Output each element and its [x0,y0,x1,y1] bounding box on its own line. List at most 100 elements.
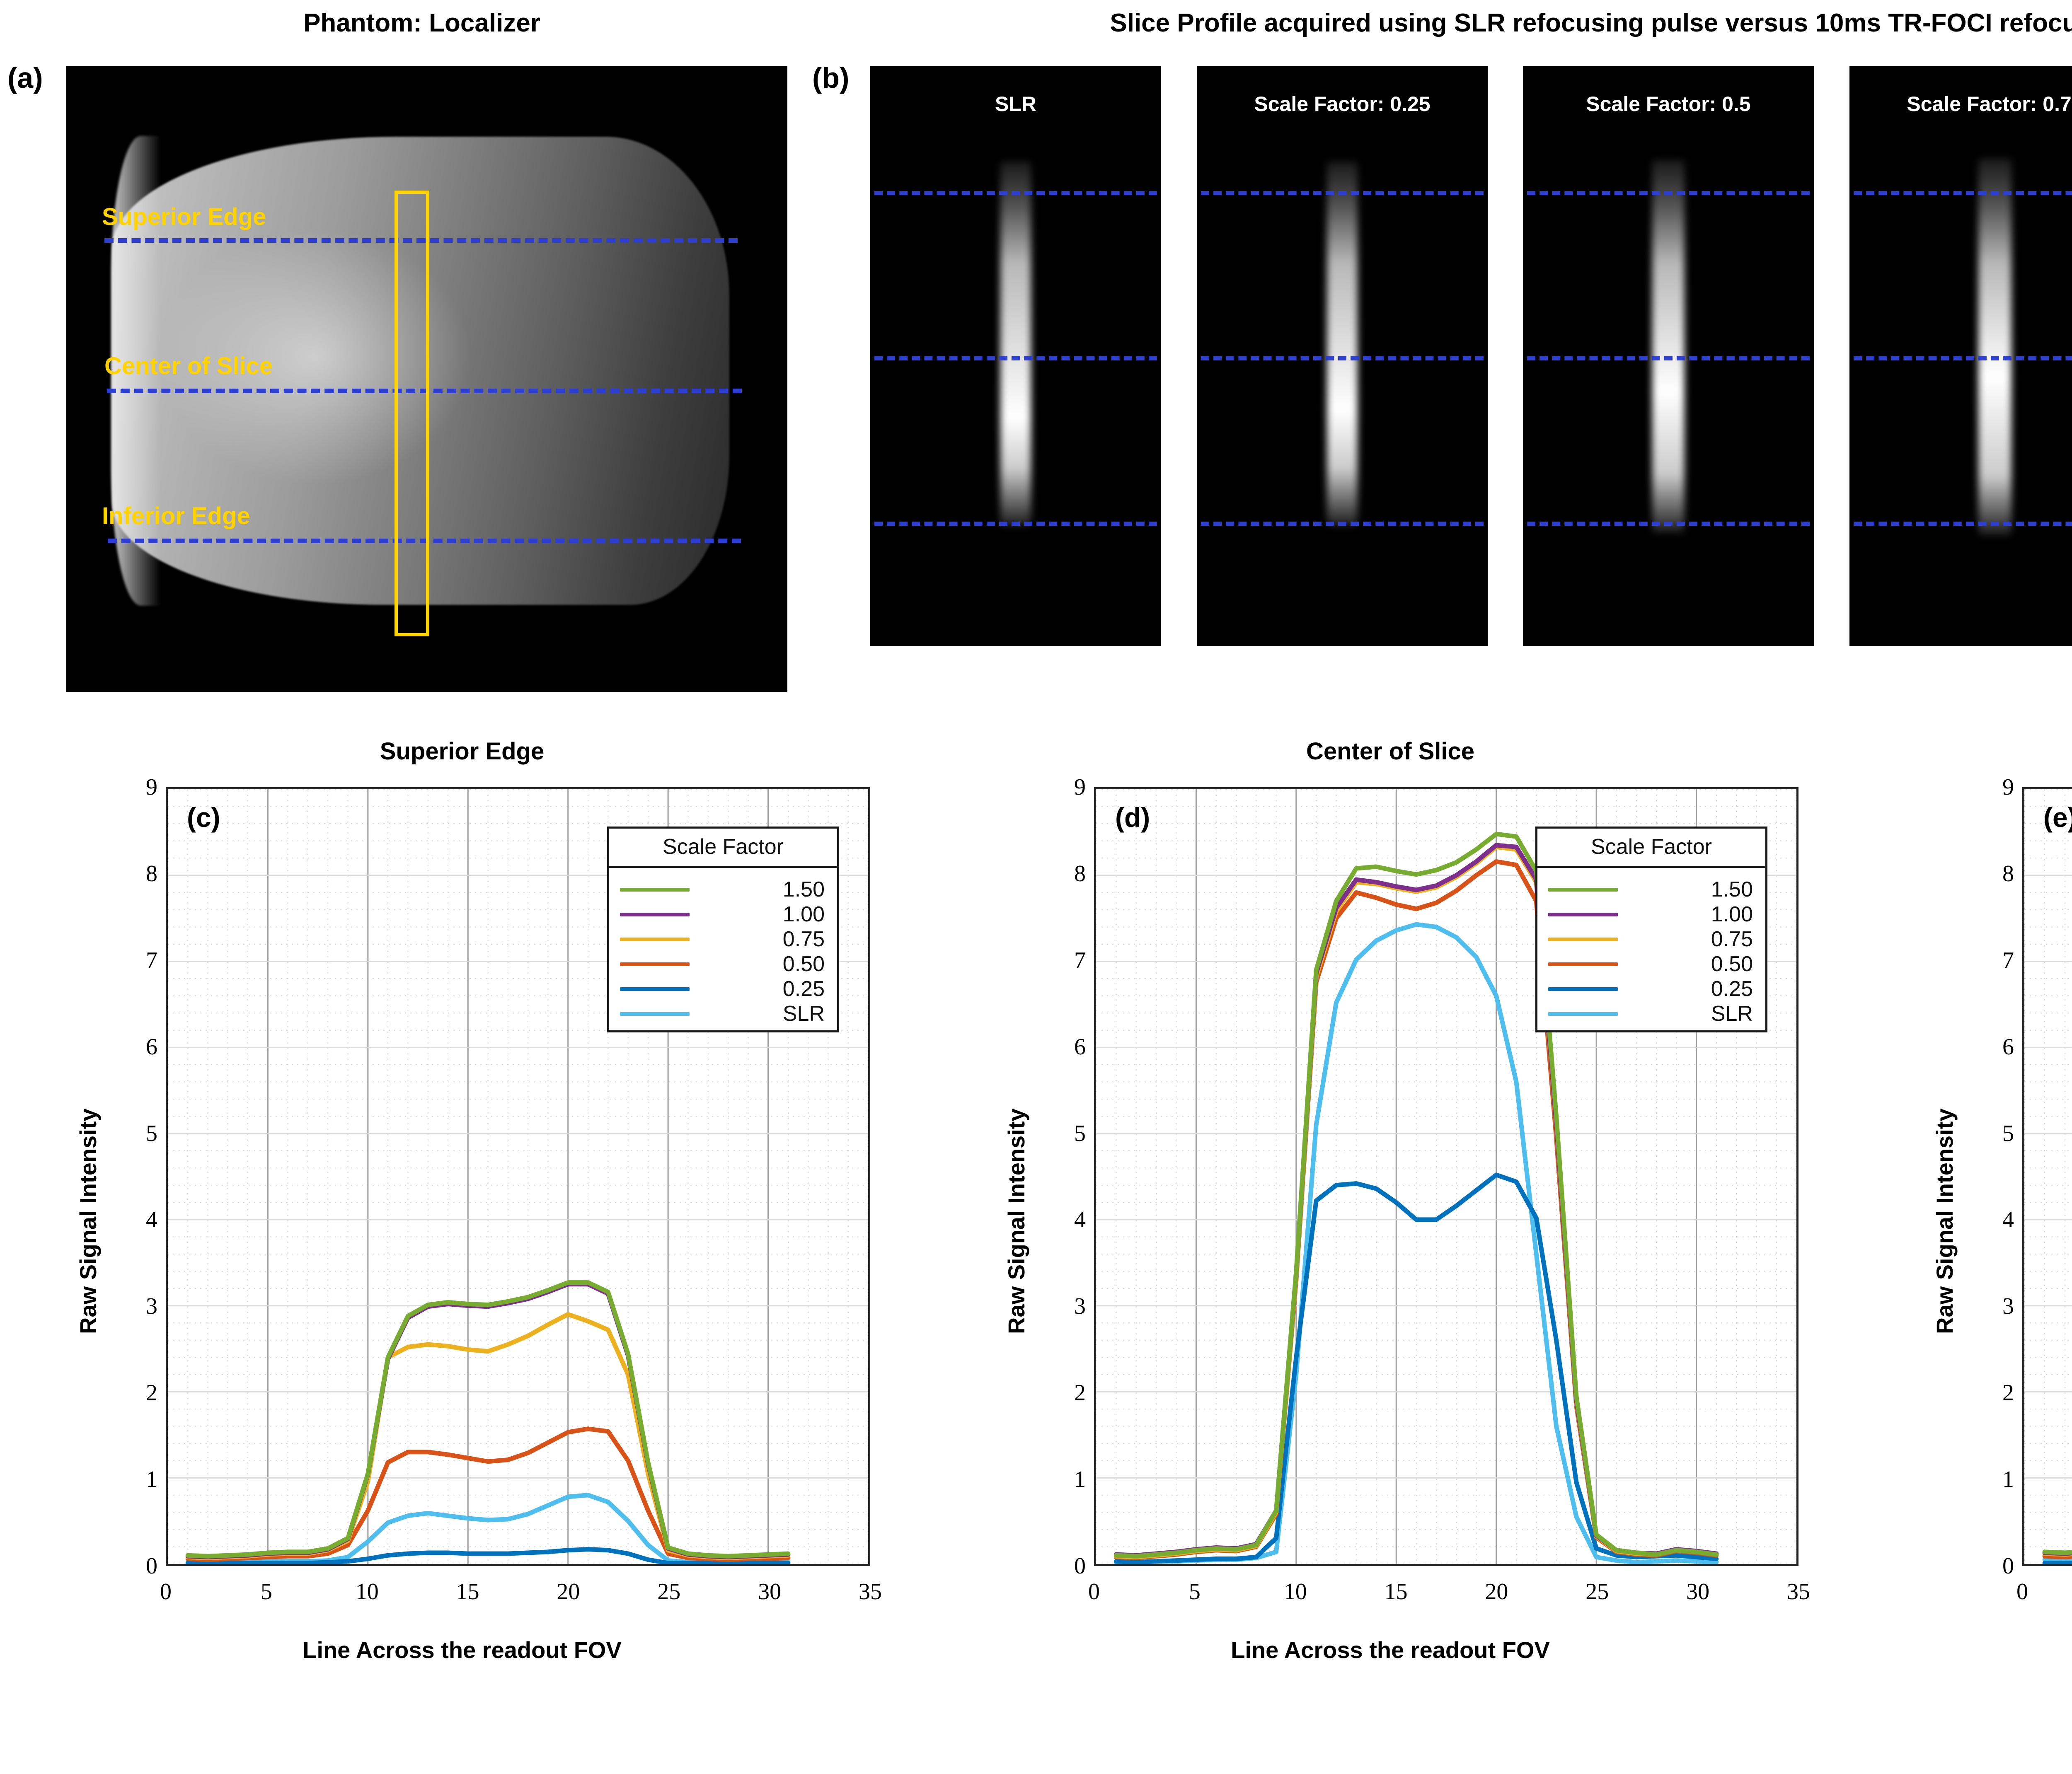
phantom-rim [111,136,161,606]
y-axis-tick: 5 [2002,1120,2014,1146]
roi-box[interactable] [395,191,429,636]
legend-color-swatch [1548,937,1618,941]
series-line [2042,1561,2072,1564]
slice-profile-bar [1978,158,2011,535]
y-axis-tick: 2 [2002,1380,2014,1406]
legend-color-swatch [1548,887,1618,892]
legend-color-swatch [1548,987,1618,991]
series-line [185,1547,791,1564]
slice-profile-bar [1000,162,1031,526]
legend-item[interactable]: SLR [609,1001,837,1026]
major-gridlines [2024,875,2072,1479]
x-axis-tick: 25 [657,1579,681,1605]
legend-item[interactable]: 0.75 [609,927,837,952]
x-axis-tick: 25 [1585,1579,1609,1605]
chart-center-of-slice: Center of Slice 0 1 2 3 4 5 6 7 8 9 0 5 10 15 20 25 30 35 L… [928,733,1852,1774]
legend-label: 1.00 [782,902,825,926]
slice-profile-label: Scale Factor: 0.75 [1907,92,2072,116]
x-axis-tick: 0 [2016,1579,2028,1605]
y-axis-tick: 8 [1074,860,1086,887]
y-axis-tick: 6 [2002,1034,2014,1060]
slice-profile-panel: Scale Factor: 0.5 [1523,66,1814,646]
x-axis-tick: 30 [758,1579,782,1605]
y-axis-tick: 5 [1074,1120,1086,1146]
x-axis-tick: 5 [1188,1579,1201,1605]
slice-reference-line [1523,522,1814,526]
slice-reference-line [1197,522,1488,526]
legend-label: 0.50 [1711,952,1753,976]
legend-label: 0.75 [782,927,825,951]
slice-profile-label: SLR [995,92,1036,116]
legend-item[interactable]: 1.50 [1537,877,1765,902]
x-axis-tick: 5 [260,1579,272,1605]
plot-area: (d) Scale Factor 1.50 1.00 0.75 0.50 0.25 SLR [1094,787,1798,1566]
chart-title: Center of Slice [1306,738,1475,765]
slice-profile-label: Scale Factor: 0.5 [1586,92,1751,116]
series-line [2042,1551,2072,1557]
series-line [2042,1550,2072,1556]
center-of-slice-line [107,389,742,393]
legend-color-swatch [1548,962,1618,966]
chart-legend[interactable]: Scale Factor 1.50 1.00 0.75 0.50 0.25 SLR [607,827,839,1032]
y-axis-tick: 7 [146,947,157,973]
slice-profile-bar [1327,162,1358,526]
x-axis-tick: 20 [557,1579,580,1605]
slice-reference-line [1849,522,2072,526]
slice-profile-panel: Scale Factor: 0.25 [1197,66,1488,646]
y-axis-tick: 7 [1074,947,1086,973]
legend-item[interactable]: 1.50 [609,877,837,902]
phantom-body [112,137,729,605]
legend-color-swatch [620,912,690,916]
y-axis-tick: 0 [1074,1553,1086,1579]
legend-item[interactable]: 0.75 [1537,927,1765,952]
legend-item[interactable]: SLR [1537,1001,1765,1026]
panel-a-title: Phantom: Localizer [303,9,540,37]
legend-color-swatch [620,987,690,991]
x-axis-label: Line Across the readout FOV [1231,1637,1550,1663]
legend-label: 0.25 [1711,977,1753,1001]
y-axis-tick: 3 [146,1293,157,1320]
y-axis-tick: 1 [2002,1467,2014,1493]
x-axis-tick: 0 [1088,1579,1100,1605]
panel-b-title: Slice Profile acquired using SLR refocus… [1110,9,2072,37]
y-axis-tick: 3 [1074,1293,1086,1320]
chart-legend[interactable]: Scale Factor 1.50 1.00 0.75 0.50 0.25 SLR [1535,827,1767,1032]
slice-reference-line [1849,356,2072,360]
series-line [1113,831,1719,1559]
series-line [2042,1549,2072,1555]
y-axis-tick: 3 [2002,1293,2014,1320]
inferior-edge-label: Inferior Edge [102,503,250,529]
x-axis-tick: 30 [1686,1579,1710,1605]
legend-item[interactable]: 1.00 [609,902,837,927]
phantom-localizer-image: Superior Edge Center of Slice Inferior E… [66,66,787,692]
plot-canvas [2024,789,2072,1564]
y-axis-tick: 6 [1074,1034,1086,1060]
slice-reference-line [1849,191,2072,195]
y-axis-tick: 9 [1074,774,1086,800]
legend-item[interactable]: 0.50 [609,952,837,976]
slice-profile-panel: SLR [870,66,1161,646]
y-axis-tick: 2 [1074,1380,1086,1406]
legend-item[interactable]: 0.25 [609,976,837,1001]
x-axis-tick: 0 [160,1579,172,1605]
panel-letter: (d) [1115,802,1150,833]
x-axis-tick: 10 [355,1579,379,1605]
series-line [185,1280,791,1559]
y-axis-label: Raw Signal Intensity [75,1108,101,1334]
y-axis-tick: 7 [2002,947,2014,973]
chart-superior-edge: Superior Edge 0 1 2 3 4 5 6 7 8 9 0 5 10 15 20 25 30 35 Lin… [0,733,924,1774]
x-axis-tick: 20 [1485,1579,1508,1605]
panel-letter: (e) [2043,802,2072,833]
series-line [1113,1172,1719,1564]
slice-reference-line [870,191,1161,195]
legend-color-swatch [620,937,690,941]
y-axis-tick: 0 [146,1553,157,1579]
legend-item[interactable]: 1.00 [1537,902,1765,927]
x-axis-label: Line Across the readout FOV [1857,1636,2072,1663]
legend-item[interactable]: 0.25 [1537,976,1765,1001]
slice-profile-label: Scale Factor: 0.25 [1254,92,1431,116]
minor-gridlines [2024,789,2072,1564]
legend-item[interactable]: 0.50 [1537,952,1765,976]
y-axis-tick: 1 [1074,1467,1086,1493]
slice-profile-panel: Scale Factor: 0.75 [1849,66,2072,646]
